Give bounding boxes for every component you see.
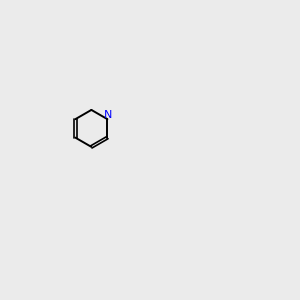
Text: N: N bbox=[104, 110, 112, 120]
